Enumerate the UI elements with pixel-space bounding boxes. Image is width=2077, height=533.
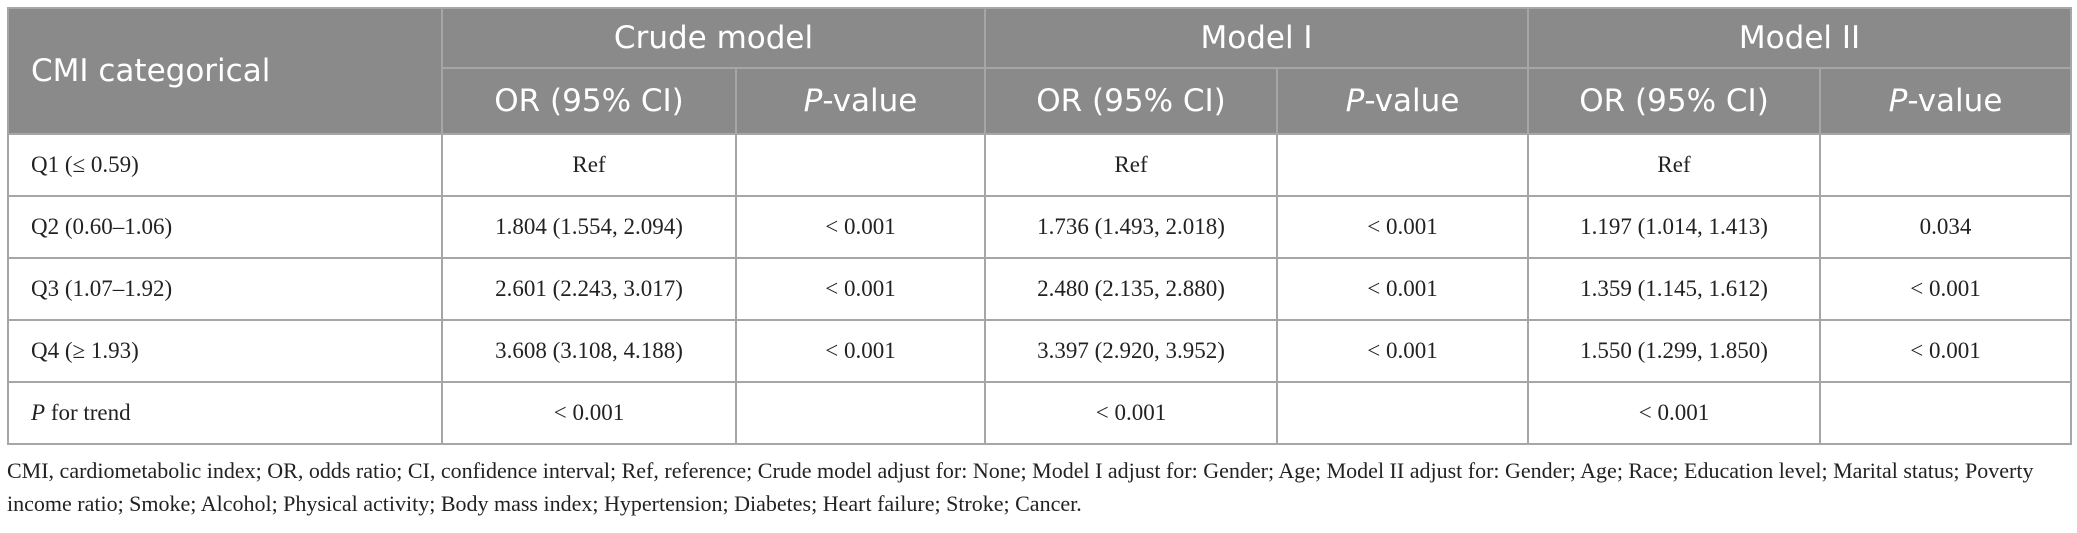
cell: < 0.001 (441, 381, 737, 445)
empty-cell (734, 133, 987, 197)
subheader-row: OR (95% CI) P-value OR (95% CI) P-value OR (… (8, 67, 2073, 135)
cell: 1.197 (1.014, 1.413) (1527, 195, 1822, 259)
cell: 2.480 (2.135, 2.880) (984, 257, 1279, 321)
cell: 2.601 (2.243, 3.017) (441, 257, 737, 321)
cell: 1.736 (1.493, 2.018) (984, 195, 1279, 259)
cell: < 0.001 (1819, 257, 2073, 321)
cell: 1.550 (1.299, 1.850) (1527, 319, 1822, 383)
footnote: CMI, cardiometabolic index; OR, odds rat… (7, 458, 2034, 516)
subheader-cell: OR (95% CI) (441, 67, 737, 135)
cell: < 0.001 (734, 257, 987, 321)
subheader-cell: P-value (1819, 67, 2073, 135)
data-row: P for trend < 0.001 < 0.001 < 0.001 (7, 381, 2073, 445)
cell: < 0.001 (1276, 195, 1530, 259)
cell: Ref (1527, 133, 1822, 197)
cell-text: OR (95% CI) (494, 83, 684, 119)
cell-text: OR (95% CI) (1579, 83, 1769, 119)
cell-text: Q2 (0.60–1.06) (31, 214, 173, 239)
cell: Ref (441, 133, 737, 197)
data-row: Q2 (0.60–1.06) 1.804 (1.554, 2.094) < 0.00… (7, 195, 2073, 259)
data-row: Q1 (≤ 0.59) Ref Ref Ref (7, 133, 2073, 197)
cell: 1.359 (1.145, 1.612) (1527, 257, 1822, 321)
results-table: CMI categorical Crude model Model I Model I… (7, 7, 2073, 445)
cell: < 0.001 (734, 319, 987, 383)
subheader-cell: OR (95% CI) (984, 67, 1279, 135)
cell-text: -value (1907, 83, 2003, 119)
cell: < 0.001 (1276, 257, 1530, 321)
italic-text: P (803, 83, 823, 119)
row-label: Q1 (≤ 0.59) (7, 133, 443, 197)
cell: < 0.001 (1819, 319, 2073, 383)
row-label: Q4 (≥ 1.93) (7, 319, 443, 383)
cell: 1.804 (1.554, 2.094) (441, 195, 737, 259)
subheader-cell: P-value (1276, 67, 1530, 135)
cell: 3.397 (2.920, 3.952) (984, 319, 1279, 383)
row-label: Q2 (0.60–1.06) (7, 195, 443, 259)
cell: < 0.001 (1276, 319, 1530, 383)
data-row: Q3 (1.07–1.92) 2.601 (2.243, 3.017) < 0.00… (7, 257, 2073, 321)
empty-cell (1276, 133, 1530, 197)
italic-text: P (1345, 83, 1365, 119)
cell-text: for trend (45, 400, 131, 425)
subheader-cell: OR (95% CI) (1527, 67, 1822, 135)
cell: 0.034 (1819, 195, 2073, 259)
header-cell: Model II (1527, 7, 2073, 69)
subheader-cell: P-value (734, 67, 987, 135)
cell: < 0.001 (734, 195, 987, 259)
cell-text: Q4 (≥ 1.93) (31, 338, 139, 363)
empty-cell (734, 381, 987, 445)
header-cell: Model I (984, 7, 1530, 69)
empty-cell (1819, 381, 2073, 445)
cell-text: OR (95% CI) (1036, 83, 1226, 119)
table-body: CMI categorical Crude model Model I Model I… (7, 7, 2073, 445)
row-label: Q3 (1.07–1.92) (7, 257, 443, 321)
cell-text: Q1 (≤ 0.59) (31, 152, 139, 177)
cell: 3.608 (3.108, 4.188) (441, 319, 737, 383)
cell-text: -value (1364, 83, 1460, 119)
cell: < 0.001 (1527, 381, 1822, 445)
empty-cell (1819, 133, 2073, 197)
header-cell: CMI categorical (7, 7, 443, 135)
cell: Ref (984, 133, 1279, 197)
cell-text: Q3 (1.07–1.92) (31, 276, 173, 301)
header-cell: Crude model (440, 7, 987, 69)
data-row: Q4 (≥ 1.93) 3.608 (3.108, 4.188) < 0.001 3.… (7, 319, 2073, 383)
italic-text: P (1888, 83, 1908, 119)
row-label: P for trend (7, 381, 443, 445)
cell: < 0.001 (984, 381, 1279, 445)
header-row: CMI categorical Crude model Model I Model I… (7, 7, 2073, 135)
empty-cell (1276, 381, 1530, 445)
cell-text: -value (822, 83, 918, 119)
italic-text: P (31, 400, 46, 425)
